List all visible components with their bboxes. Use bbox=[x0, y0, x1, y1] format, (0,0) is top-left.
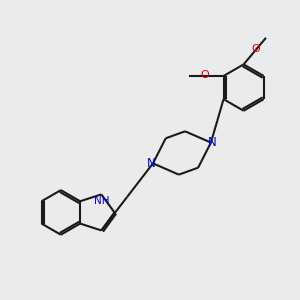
Text: O: O bbox=[251, 44, 260, 54]
Text: NH: NH bbox=[94, 196, 110, 206]
Text: N: N bbox=[208, 136, 217, 149]
Text: N: N bbox=[147, 157, 156, 170]
Text: O: O bbox=[201, 70, 209, 80]
